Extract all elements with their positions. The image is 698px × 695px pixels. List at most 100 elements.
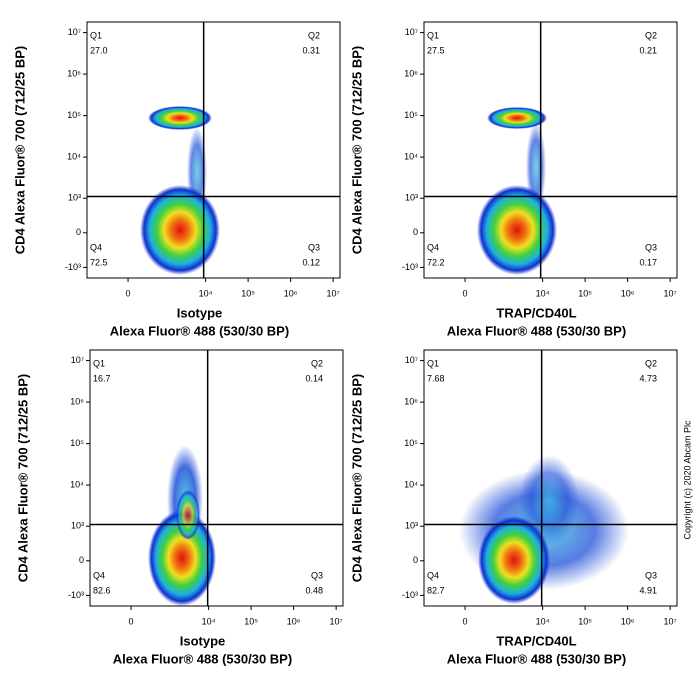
density-cloud [140,185,220,275]
quadrant-name: Q1 [427,30,439,40]
quadrant-name: Q4 [93,570,105,580]
quadrant-name: Q4 [427,570,439,580]
plot-frame [423,21,678,279]
quadrant-percent: 16.7 [93,373,111,383]
x-tick-label: 10⁷ [326,288,339,298]
quadrant-percent: 4.73 [639,373,657,383]
x-tick-label: 0 [463,288,468,298]
y-tick-label: 10⁴ [70,479,84,489]
x-tick-label: 10⁴ [536,288,550,298]
quadrant-name: Q4 [90,242,102,252]
y-tick-label: -10³ [402,590,418,600]
x-tick-label: 10⁶ [621,288,635,298]
plot-frame [423,349,678,607]
y-axis-title: CD4 Alexa Fluor® 700 (712/25 BP) [15,374,30,583]
x-tick-label: 10⁶ [621,616,635,626]
y-tick-label: 0 [79,555,84,565]
quadrant-percent: 27.5 [427,45,445,55]
y-tick-label: 0 [76,227,81,237]
quadrant-name: Q2 [308,30,320,40]
x-axis-title: TRAP/CD40L [496,305,576,320]
x-axis-title: TRAP/CD40L [496,633,576,648]
y-tick-label: 10³ [71,521,84,531]
quadrant-percent: 27.0 [90,45,108,55]
x-axis-title: Alexa Fluor® 488 (530/30 BP) [447,323,626,338]
density-cloud [519,455,579,545]
x-tick-label: 10⁴ [202,616,216,626]
quadrant-percent: 72.2 [427,257,445,267]
copyright: Copyright (c) 2020 Abcam Plc [682,420,692,540]
x-tick-label: 0 [129,616,134,626]
x-axis-title: Alexa Fluor® 488 (530/30 BP) [113,651,292,666]
density-cloud [148,510,216,606]
quadrant-percent: 0.31 [302,45,320,55]
panel: 0 10⁴ 10⁵ 10⁶ 10⁷ -10³ 0 10³ 10⁴ 10⁵ 10⁶ 10⁷ Q1 16.7 Q… [15,349,344,666]
x-tick-label: 10⁶ [284,288,298,298]
x-tick-label: 10⁵ [578,616,592,626]
panel: 0 10⁴ 10⁵ 10⁶ 10⁷ -10³ 0 10³ 10⁴ 10⁵ 10⁶ 10⁷ Q1 27.0 Q… [12,21,341,338]
quadrant-name: Q4 [427,242,439,252]
panel: 0 10⁴ 10⁵ 10⁶ 10⁷ -10³ 0 10³ 10⁴ 10⁵ 10⁶ 10⁷ Q1 7.68 Q… [349,349,678,666]
y-tick-label: 10⁶ [404,68,418,78]
quadrant-name: Q1 [90,30,102,40]
y-tick-label: -10³ [65,262,81,272]
y-axis-title: CD4 Alexa Fluor® 700 (712/25 BP) [12,46,27,255]
y-tick-label: 10⁶ [404,396,418,406]
x-tick-label: 10⁷ [663,288,676,298]
y-tick-label: 10³ [405,193,418,203]
quadrant-name: Q2 [645,358,657,368]
quadrant-percent: 4.91 [639,585,657,595]
x-tick-label: 10⁷ [329,616,342,626]
y-tick-label: 10⁵ [404,438,418,448]
density-cloud [148,106,212,130]
y-axis-title: CD4 Alexa Fluor® 700 (712/25 BP) [349,374,364,583]
y-tick-label: 10⁶ [67,68,81,78]
quadrant-percent: 0.17 [639,257,657,267]
y-tick-label: 10⁷ [71,355,84,365]
density-cloud [477,185,557,275]
y-tick-label: 10⁴ [404,479,418,489]
x-axis-title: Isotype [180,633,226,648]
y-tick-label: 10⁶ [70,396,84,406]
x-tick-label: 10⁵ [241,288,255,298]
y-tick-label: -10³ [402,262,418,272]
y-tick-label: 0 [413,555,418,565]
x-tick-label: 10⁶ [287,616,301,626]
quadrant-percent: 82.7 [427,585,445,595]
quadrant-percent: 7.68 [427,373,445,383]
y-tick-label: 10⁵ [70,438,84,448]
quadrant-name: Q3 [645,570,657,580]
y-tick-label: 10⁵ [67,110,81,120]
plot-frame [86,21,341,279]
y-tick-label: 10⁴ [404,151,418,161]
quadrant-name: Q2 [645,30,657,40]
quadrant-name: Q1 [427,358,439,368]
x-tick-label: 10⁵ [244,616,258,626]
x-tick-label: 0 [463,616,468,626]
x-axis-title: Alexa Fluor® 488 (530/30 BP) [447,651,626,666]
y-tick-label: 10⁷ [405,27,418,37]
y-tick-label: 10³ [405,521,418,531]
x-axis-title: Isotype [177,305,223,320]
quadrant-percent: 0.12 [302,257,320,267]
quadrant-percent: 0.14 [305,373,323,383]
y-tick-label: 10⁴ [67,151,81,161]
x-tick-label: 10⁵ [578,288,592,298]
y-tick-label: -10³ [68,590,84,600]
quadrant-name: Q3 [311,570,323,580]
x-tick-label: 10⁴ [199,288,213,298]
plot-frame [89,349,344,607]
quadrant-name: Q3 [645,242,657,252]
density-cloud [487,107,547,129]
y-tick-label: 10⁷ [405,355,418,365]
x-tick-label: 10⁴ [536,616,550,626]
y-tick-label: 10³ [68,193,81,203]
quadrant-name: Q1 [93,358,105,368]
y-tick-label: 10⁵ [404,110,418,120]
y-tick-label: 10⁷ [68,27,81,37]
quadrant-percent: 82.6 [93,585,111,595]
y-axis-title: CD4 Alexa Fluor® 700 (712/25 BP) [349,46,364,255]
density-cloud [176,490,200,540]
y-tick-label: 0 [413,227,418,237]
